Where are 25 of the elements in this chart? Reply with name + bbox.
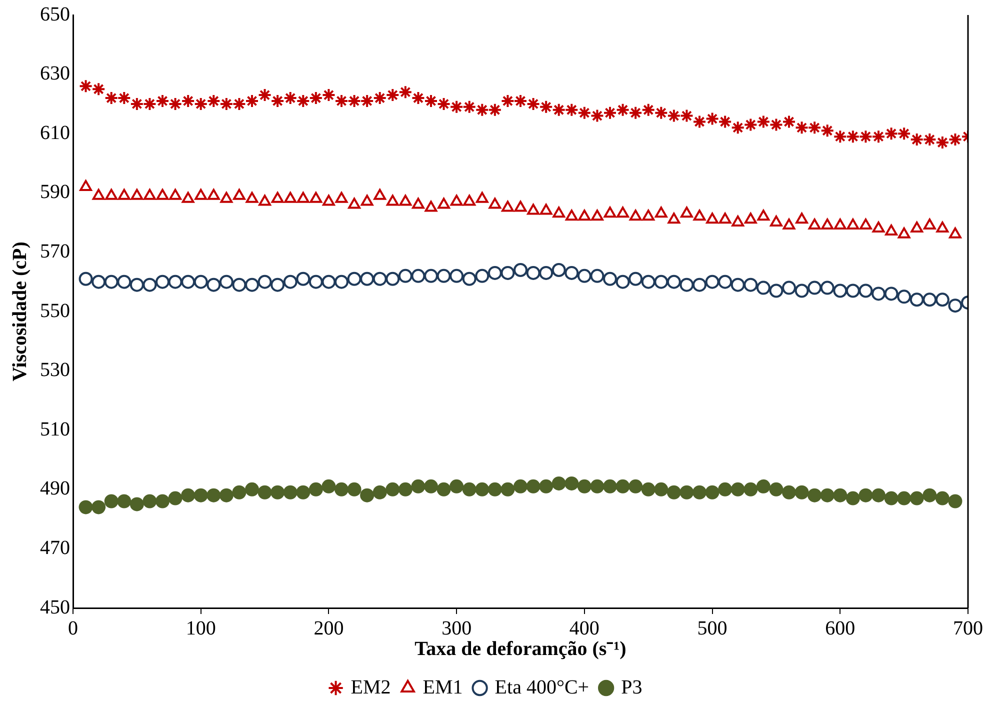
y-tick-label: 550 xyxy=(40,300,70,322)
y-axis-title: Viscosidade (cP) xyxy=(9,242,32,382)
y-tick-label: 610 xyxy=(40,122,70,144)
y-tick-label: 650 xyxy=(40,3,70,26)
legend-label: P3 xyxy=(621,676,642,698)
legend-label: EM2 xyxy=(350,676,391,698)
y-tick-label: 470 xyxy=(40,536,70,559)
y-tick-label: 450 xyxy=(40,596,70,618)
y-tick-label: 510 xyxy=(40,418,70,440)
y-tick-label: 530 xyxy=(40,359,70,382)
y-tick-label: 590 xyxy=(40,181,70,204)
x-tick-label: 700 xyxy=(953,617,983,640)
x-axis-title: Taxa de deforamção (s⁻¹) xyxy=(414,638,626,660)
x-tick-label: 0 xyxy=(68,617,78,640)
x-tick-label: 300 xyxy=(442,617,472,640)
x-tick-label: 600 xyxy=(825,617,856,640)
x-tick-label: 500 xyxy=(697,617,728,640)
legend-label: EM1 xyxy=(422,676,463,698)
y-tick-label: 490 xyxy=(40,478,70,500)
y-tick-label: 570 xyxy=(40,240,70,262)
legend-label: Eta 400°C+ xyxy=(494,676,590,698)
x-tick-label: 200 xyxy=(314,617,344,640)
x-tick-label: 100 xyxy=(186,617,216,640)
x-tick-label: 400 xyxy=(569,617,600,640)
y-tick-label: 630 xyxy=(40,62,70,85)
